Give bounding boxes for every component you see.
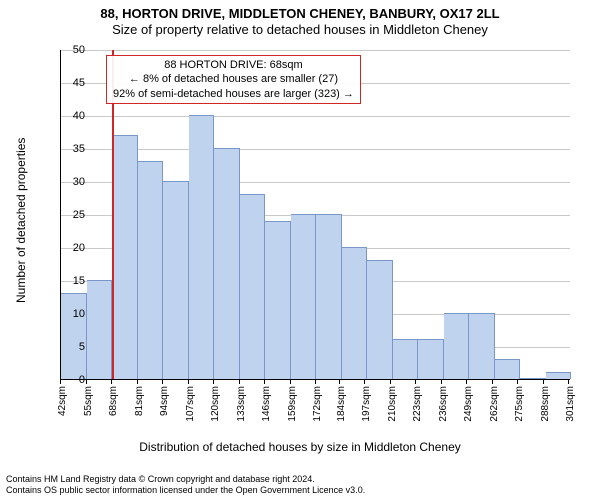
x-tick-label: 133sqm (236, 386, 247, 422)
histogram-bar (138, 161, 164, 379)
x-tick-label: 262sqm (489, 386, 500, 422)
histogram-bar (469, 313, 495, 379)
x-tick-mark (213, 380, 214, 384)
plot-area: 88 HORTON DRIVE: 68sqm ← 8% of detached … (60, 50, 570, 380)
x-tick-mark (466, 380, 467, 384)
histogram-bar (61, 293, 87, 379)
gridline (61, 116, 570, 117)
x-tick-mark (415, 380, 416, 384)
histogram-bar (240, 194, 266, 379)
x-tick-label: 236sqm (438, 386, 449, 422)
chart-subtitle: Size of property relative to detached ho… (0, 22, 600, 37)
x-tick-mark (264, 380, 265, 384)
y-tick-label: 5 (45, 341, 85, 353)
x-tick-mark (162, 380, 163, 384)
y-axis-label: Number of detached properties (14, 137, 28, 302)
chart-container: { "titles": { "line1": "88, HORTON DRIVE… (0, 0, 600, 500)
x-tick-mark (543, 380, 544, 384)
histogram-bar (316, 214, 342, 379)
histogram-bar (214, 148, 240, 379)
histogram-bar (418, 339, 444, 379)
x-tick-label: 81sqm (134, 386, 145, 416)
histogram-bar (393, 339, 419, 379)
histogram-bar (163, 181, 189, 379)
x-tick-label: 146sqm (261, 386, 272, 422)
x-tick-mark (339, 380, 340, 384)
x-tick-mark (60, 380, 61, 384)
chart-title: 88, HORTON DRIVE, MIDDLETON CHENEY, BANB… (0, 6, 600, 21)
histogram-bar (546, 372, 572, 379)
x-tick-label: 288sqm (540, 386, 551, 422)
x-tick-mark (568, 380, 569, 384)
x-tick-label: 107sqm (185, 386, 196, 422)
x-tick-label: 249sqm (463, 386, 474, 422)
x-tick-label: 184sqm (336, 386, 347, 422)
histogram-bar (87, 280, 113, 379)
x-tick-label: 172sqm (312, 386, 323, 422)
y-tick-label: 35 (45, 143, 85, 155)
annotation-line-2: ← 8% of detached houses are smaller (27) (113, 72, 354, 86)
x-tick-mark (86, 380, 87, 384)
x-tick-mark (290, 380, 291, 384)
y-tick-label: 40 (45, 110, 85, 122)
histogram-bar (342, 247, 368, 379)
x-tick-label: 120sqm (210, 386, 221, 422)
x-tick-label: 301sqm (565, 386, 576, 422)
x-tick-mark (390, 380, 391, 384)
x-tick-label: 68sqm (108, 386, 119, 416)
x-tick-label: 55sqm (83, 386, 94, 416)
x-tick-mark (364, 380, 365, 384)
x-tick-mark (492, 380, 493, 384)
histogram-bar (520, 378, 546, 379)
annotation-line-3: 92% of semi-detached houses are larger (… (113, 87, 354, 101)
histogram-bar (265, 221, 291, 379)
y-tick-label: 20 (45, 242, 85, 254)
y-tick-label: 0 (45, 374, 85, 386)
x-tick-label: 42sqm (57, 386, 68, 416)
footer-line-2: Contains OS public sector information li… (6, 485, 365, 496)
x-tick-label: 223sqm (412, 386, 423, 422)
y-tick-label: 50 (45, 44, 85, 56)
gridline (61, 50, 570, 51)
x-tick-label: 210sqm (387, 386, 398, 422)
x-axis-label: Distribution of detached houses by size … (0, 440, 600, 454)
footer-attribution: Contains HM Land Registry data © Crown c… (6, 474, 365, 497)
x-tick-label: 275sqm (514, 386, 525, 422)
x-tick-mark (137, 380, 138, 384)
y-tick-label: 25 (45, 209, 85, 221)
x-tick-label: 94sqm (159, 386, 170, 416)
x-tick-label: 197sqm (361, 386, 372, 422)
annotation-box: 88 HORTON DRIVE: 68sqm ← 8% of detached … (106, 55, 361, 104)
x-tick-mark (441, 380, 442, 384)
x-tick-label: 159sqm (287, 386, 298, 422)
annotation-line-1: 88 HORTON DRIVE: 68sqm (113, 58, 354, 72)
histogram-bar (189, 115, 215, 379)
x-tick-mark (188, 380, 189, 384)
x-tick-mark (239, 380, 240, 384)
x-tick-mark (111, 380, 112, 384)
histogram-bar (291, 214, 317, 379)
y-tick-label: 30 (45, 176, 85, 188)
y-tick-label: 15 (45, 275, 85, 287)
histogram-bar (444, 313, 470, 379)
x-tick-mark (517, 380, 518, 384)
histogram-bar (495, 359, 521, 379)
footer-line-1: Contains HM Land Registry data © Crown c… (6, 474, 365, 485)
x-tick-mark (315, 380, 316, 384)
histogram-bar (367, 260, 393, 379)
y-tick-label: 10 (45, 308, 85, 320)
histogram-bar (112, 135, 138, 379)
y-tick-label: 45 (45, 77, 85, 89)
